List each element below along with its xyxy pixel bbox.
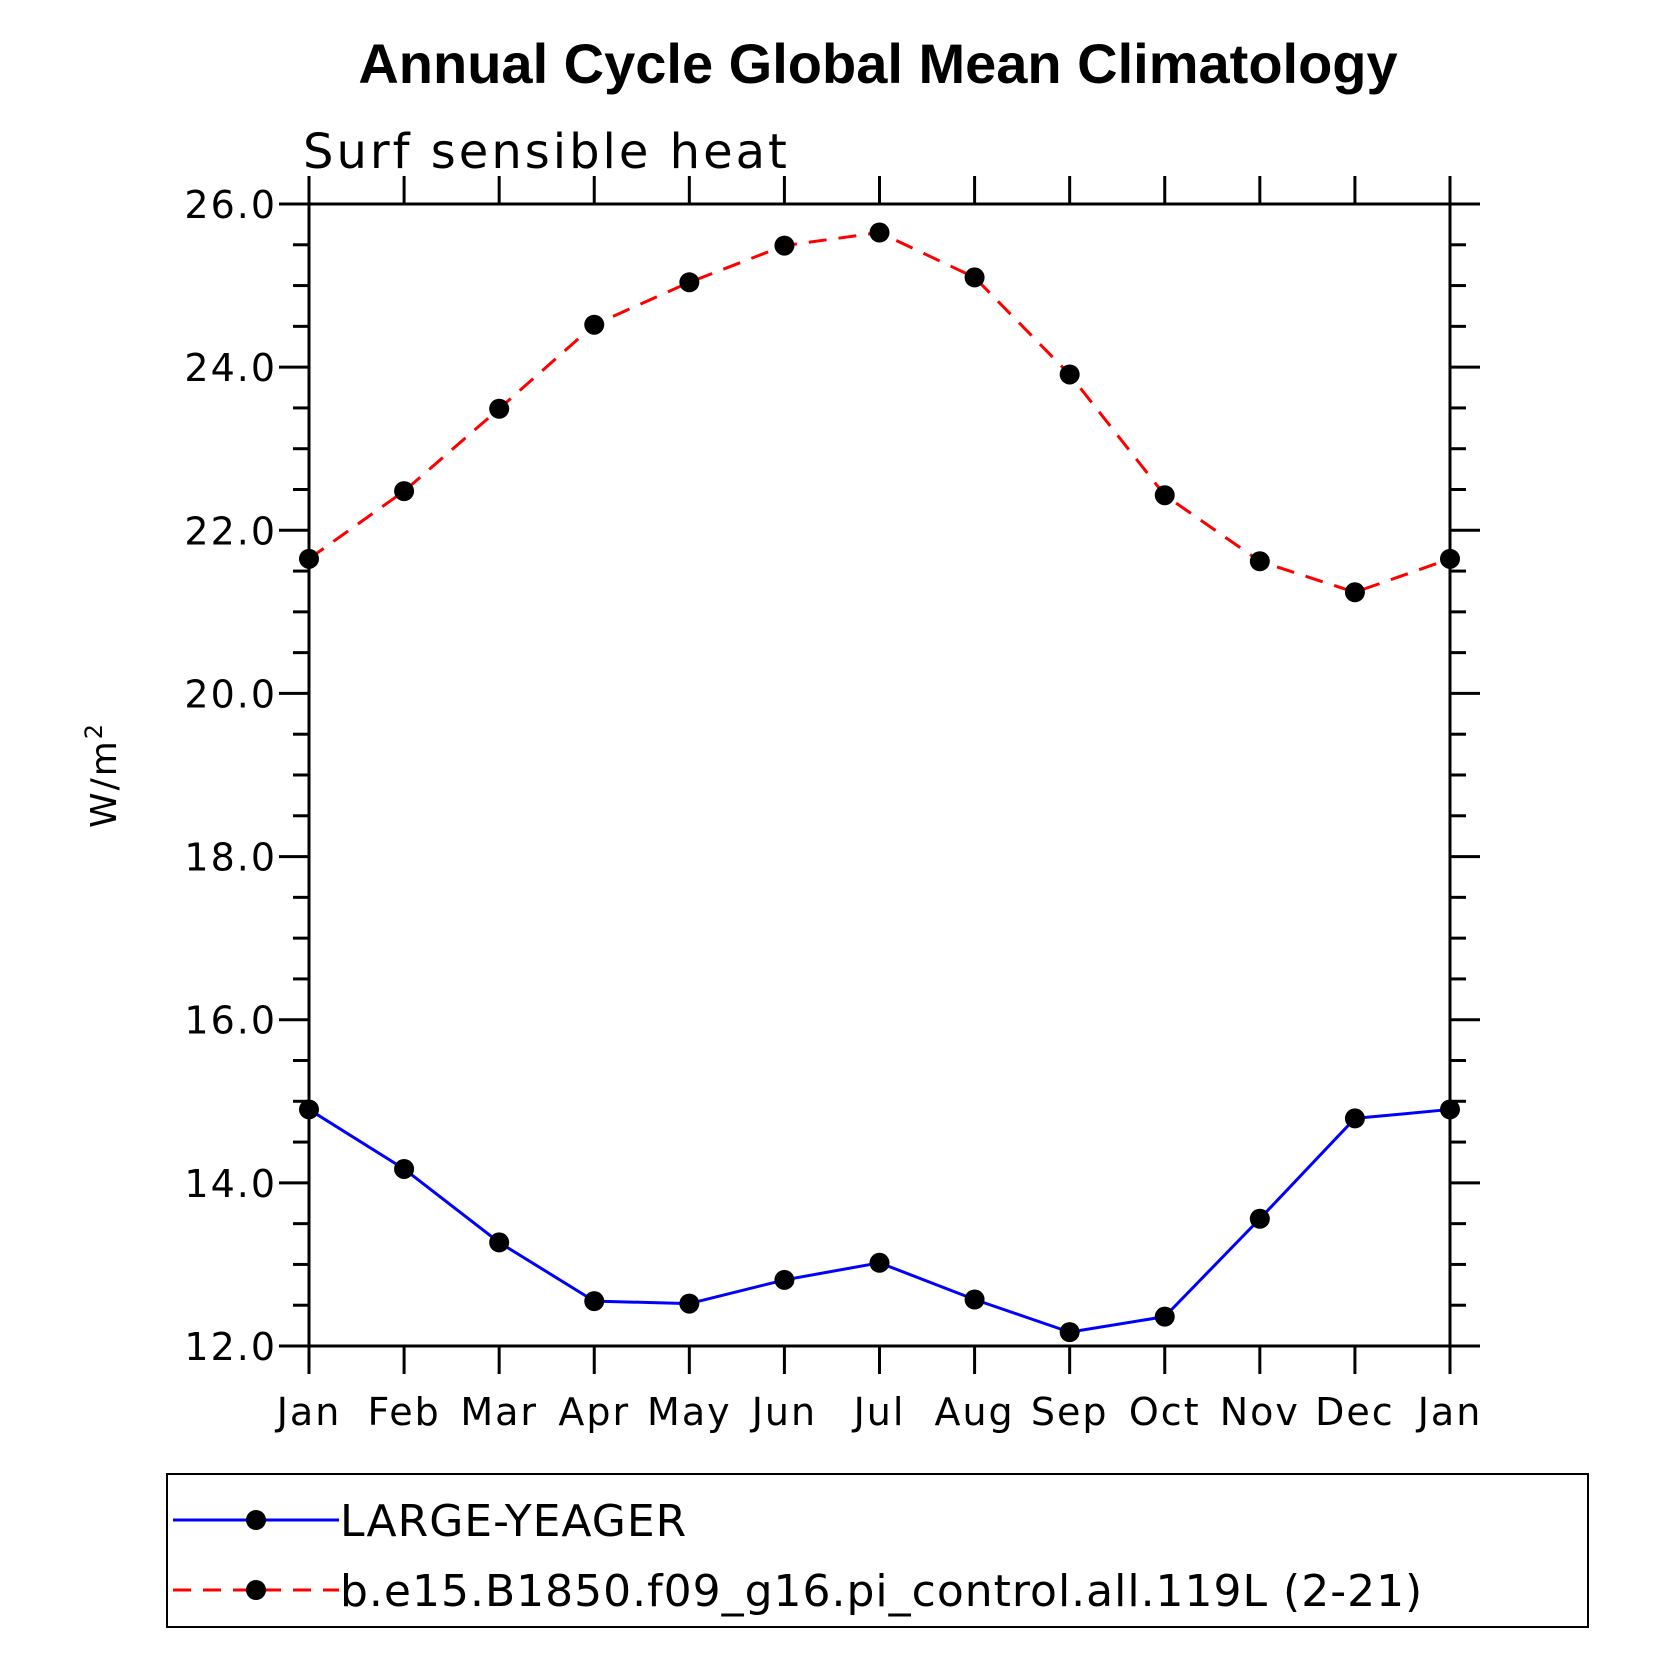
legend-marker-pi-control [246,1580,266,1600]
x-tick-label: Oct [1129,1390,1201,1434]
data-point-series-0 [394,1158,415,1179]
legend-marker-large-yeager [246,1510,266,1530]
legend: LARGE-YEAGER b.e15.B1850.f09_g16.pi_cont… [166,1473,1589,1628]
x-tick-label: Apr [558,1390,630,1434]
y-tick-label: 14.0 [184,1162,277,1206]
data-point-series-1 [299,548,319,569]
x-tick-label: Sep [1031,1390,1109,1434]
series-line-1 [308,231,1451,594]
series-line-0 [308,1107,1451,1334]
y-axis-label: W/m2 [80,722,125,828]
data-point-series-1 [1440,548,1460,569]
data-point-series-0 [584,1291,605,1312]
data-point-series-0 [1344,1108,1365,1129]
x-tick-label: Dec [1315,1390,1395,1434]
data-point-series-0 [1249,1208,1270,1229]
y-tick-label: 18.0 [184,836,277,880]
data-point-series-1 [774,235,795,256]
data-point-series-0 [489,1232,510,1253]
x-tick-label: Aug [934,1390,1014,1434]
data-point-series-0 [679,1293,700,1314]
x-tick-label: Jan [1416,1390,1483,1434]
y-axis-tick-labels: 12.0 14.0 16.0 18.0 20.0 22.0 24.0 26.0 [184,183,277,1369]
data-point-series-1 [1249,551,1270,572]
legend-label-pi-control: b.e15.B1850.f09_g16.pi_control.all.119L … [340,1566,1423,1617]
y-axis-label-superscript: 2 [80,722,108,739]
plot-area: 12.0 14.0 16.0 18.0 20.0 22.0 24.0 26.0 Jan Feb M… [184,176,1483,1434]
legend-box [166,1473,1589,1628]
data-point-series-0 [964,1289,985,1310]
y-axis-label-text: W/m [84,739,125,828]
x-tick-label: Feb [367,1390,440,1434]
x-axis-tick-labels: Jan Feb Mar Apr May Jun Jul Aug Sep Oct Nov Dec Jan [275,1390,1483,1434]
data-point-series-0 [1154,1306,1175,1327]
data-point-series-0 [774,1269,795,1290]
data-point-series-0 [1440,1099,1460,1120]
chart-subtitle: Surf sensible heat [303,124,790,180]
chart-title: Annual Cycle Global Mean Climatology [358,32,1397,95]
y-tick-label: 24.0 [184,346,277,390]
series-layer [299,222,1460,1343]
x-tick-label: Jan [275,1390,342,1434]
x-tick-label: Jul [852,1390,906,1434]
data-point-series-0 [299,1099,319,1120]
x-tick-label: Nov [1220,1390,1300,1434]
x-tick-label: Jun [750,1390,817,1434]
data-point-series-1 [489,398,510,419]
data-point-series-1 [584,314,605,335]
x-tick-label: Mar [460,1390,538,1434]
data-point-series-1 [1154,485,1175,506]
x-tick-label: May [647,1390,732,1434]
data-point-series-1 [869,222,890,243]
y-tick-label: 12.0 [184,1325,277,1369]
data-point-series-1 [394,481,415,502]
plot-frame [307,202,1452,1348]
legend-label-large-yeager: LARGE-YEAGER [340,1496,687,1547]
axis-ticks [279,176,1480,1374]
data-point-series-0 [1059,1322,1080,1343]
y-tick-label: 22.0 [184,509,277,553]
y-tick-label: 26.0 [184,183,277,227]
data-point-series-1 [1344,582,1365,603]
data-point-series-1 [964,267,985,288]
data-point-series-1 [1059,364,1080,385]
y-tick-label: 16.0 [184,999,277,1043]
data-point-series-1 [679,272,700,293]
y-tick-label: 20.0 [184,672,277,716]
data-point-series-0 [869,1252,890,1273]
